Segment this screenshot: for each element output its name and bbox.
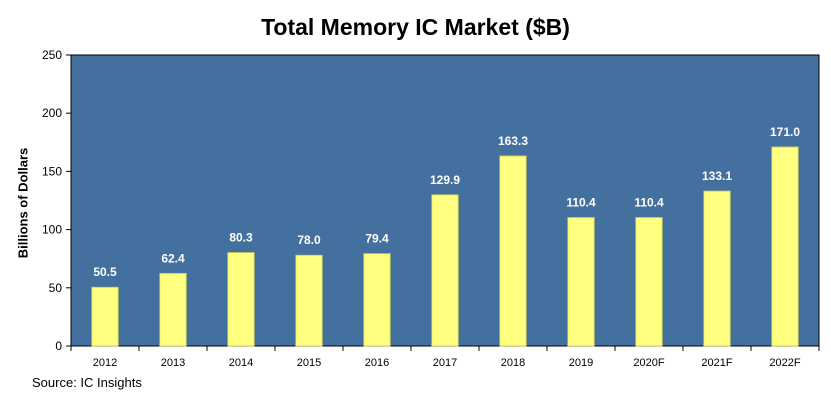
y-tick-label: 250 <box>42 48 62 62</box>
data-label: 78.0 <box>297 233 321 247</box>
y-tick-label: 0 <box>55 339 62 353</box>
bar <box>635 217 663 347</box>
x-tick-label: 2013 <box>161 357 185 369</box>
bar <box>363 253 391 347</box>
data-label: 79.4 <box>365 232 389 246</box>
x-tick-label: 2019 <box>569 357 593 369</box>
data-label: 50.5 <box>93 265 117 279</box>
x-tick-label: 2018 <box>501 357 525 369</box>
y-tick-label: 100 <box>42 223 62 237</box>
x-tick-label: 2012 <box>93 357 117 369</box>
data-label: 163.3 <box>498 134 528 148</box>
y-tick-label: 50 <box>49 281 63 295</box>
x-tick-label: 2022F <box>769 357 800 369</box>
data-label: 171.0 <box>770 125 800 139</box>
data-label: 110.4 <box>634 195 664 209</box>
bar <box>703 190 731 347</box>
data-label: 110.4 <box>566 195 596 209</box>
bar <box>227 252 255 347</box>
y-axis: 0 50 100 150 200 250 <box>42 48 72 353</box>
x-tick-label: 2014 <box>229 357 253 369</box>
data-label: 133.1 <box>702 169 732 183</box>
x-tick-label: 2020F <box>633 357 664 369</box>
bar <box>295 254 323 347</box>
bars <box>91 146 799 347</box>
bar <box>159 272 187 347</box>
data-label: 129.9 <box>430 173 460 187</box>
data-label: 80.3 <box>229 231 253 245</box>
data-label: 62.4 <box>161 251 185 265</box>
x-tick-label: 2016 <box>365 357 389 369</box>
bar <box>499 155 527 347</box>
data-labels: 50.5 62.4 80.3 78.0 79.4 129.9 163.3 110.4 110.4… <box>93 125 800 279</box>
bar <box>771 146 799 347</box>
x-tick-label: 2017 <box>433 357 457 369</box>
x-axis: 2012 2013 2014 2015 2016 2017 2018 2019 2020F 202… <box>70 345 820 369</box>
bar <box>91 286 119 347</box>
x-tick-label: 2021F <box>701 357 732 369</box>
source-note: Source: IC Insights <box>32 375 142 390</box>
chart-title: Total Memory IC Market ($B) <box>261 14 570 40</box>
y-tick-label: 150 <box>42 164 62 178</box>
x-tick-label: 2015 <box>297 357 321 369</box>
y-tick-label: 200 <box>42 106 62 120</box>
bar <box>567 217 595 347</box>
bar <box>431 194 459 347</box>
